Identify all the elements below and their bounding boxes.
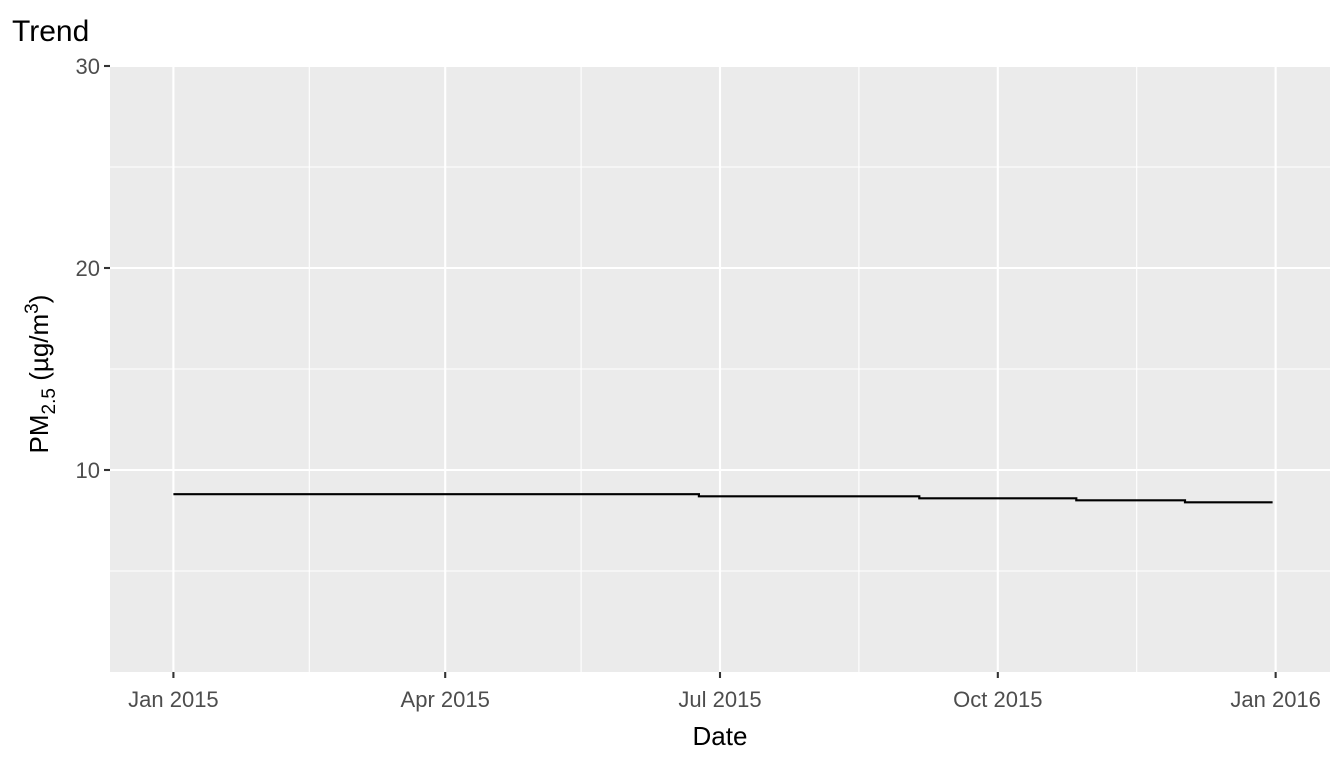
y-tick-label: 20 <box>76 256 100 281</box>
x-axis: Jan 2015 Apr 2015 Jul 2015 Oct 2015 Jan 2016 <box>128 672 1321 712</box>
x-tick-label: Jul 2015 <box>678 687 761 712</box>
y-axis-title: PM2.5 (µg/m3) <box>22 295 60 454</box>
y-axis-title-unit-open: (µg/m <box>24 314 54 388</box>
chart-title: Trend <box>12 15 89 48</box>
x-axis-title: Date <box>693 721 748 751</box>
series-layer <box>173 493 1273 504</box>
y-axis-title-subscript: 2.5 <box>39 388 60 414</box>
y-axis-title-base: PM <box>24 414 54 453</box>
x-tick-label: Jan 2015 <box>128 687 219 712</box>
y-tick-label: 10 <box>76 458 100 483</box>
y-axis: 10 20 30 <box>76 54 110 483</box>
x-tick-label: Apr 2015 <box>401 687 490 712</box>
x-tick-label: Oct 2015 <box>953 687 1042 712</box>
major-grid <box>110 64 1330 672</box>
y-tick-label: 30 <box>76 54 100 79</box>
y-axis-title-unit-close: ) <box>24 295 54 304</box>
y-axis-title-superscript: 3 <box>22 303 43 314</box>
trend-line-series <box>173 493 1273 504</box>
x-tick-label: Jan 2016 <box>1230 687 1321 712</box>
